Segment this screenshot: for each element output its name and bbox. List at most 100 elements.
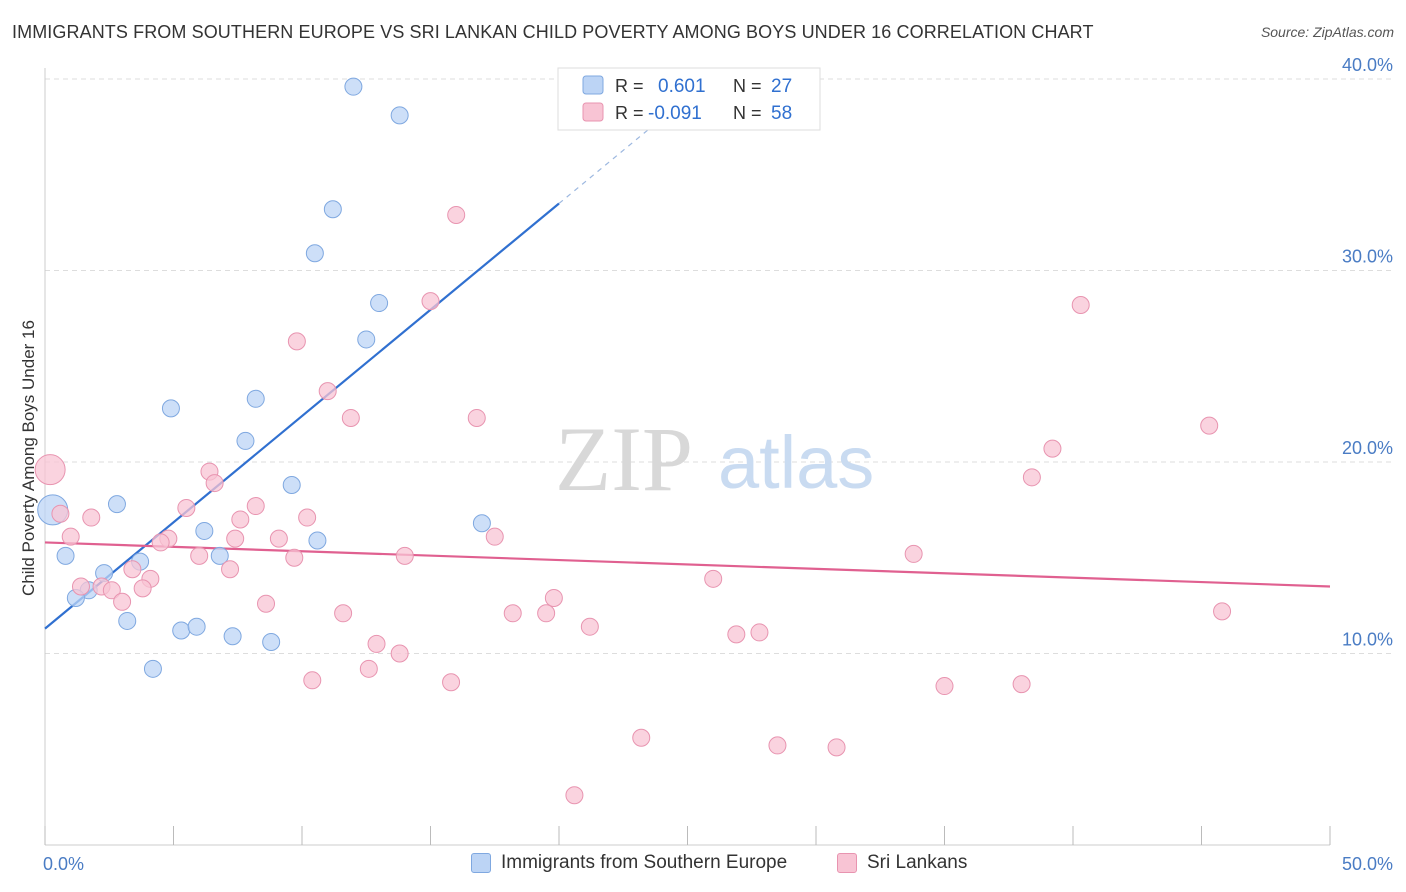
point-southern-europe bbox=[323, 200, 342, 219]
legend-label-southern-europe: Immigrants from Southern Europe bbox=[501, 852, 788, 873]
stats-legend: R = 0.601 N = 27 R = -0.091 N = 58 bbox=[557, 67, 821, 131]
point-sri-lankans bbox=[1022, 468, 1041, 487]
stats-r-value-pink: -0.091 bbox=[648, 103, 702, 124]
point-sri-lankans bbox=[421, 292, 440, 311]
point-sri-lankans bbox=[231, 510, 250, 529]
point-sri-lankans bbox=[442, 673, 461, 692]
point-southern-europe bbox=[195, 521, 214, 540]
point-sri-lankans bbox=[71, 577, 90, 596]
point-southern-europe bbox=[187, 617, 206, 636]
point-sri-lankans bbox=[287, 332, 306, 351]
point-sri-lankans bbox=[303, 671, 322, 690]
stats-r-label-pink: R = bbox=[615, 103, 644, 123]
point-sri-lankans bbox=[768, 736, 787, 755]
point-sri-lankans bbox=[341, 408, 360, 427]
point-southern-europe bbox=[56, 546, 75, 565]
point-southern-europe bbox=[390, 106, 409, 125]
watermark-zip: ZIP bbox=[555, 408, 693, 510]
point-sri-lankans bbox=[177, 498, 196, 517]
point-sri-lankans bbox=[298, 508, 317, 527]
legend-item-sri-lankans: Sri Lankans bbox=[837, 852, 967, 874]
trend-line-southern-europe bbox=[44, 202, 560, 630]
point-sri-lankans bbox=[318, 382, 337, 401]
point-sri-lankans bbox=[226, 529, 245, 548]
point-sri-lankans bbox=[750, 623, 769, 642]
point-sri-lankans bbox=[485, 527, 504, 546]
point-southern-europe bbox=[143, 659, 162, 678]
point-sri-lankans bbox=[632, 728, 651, 747]
y-tick-label: 30.0% bbox=[1342, 247, 1393, 267]
point-southern-europe bbox=[308, 531, 327, 550]
point-southern-europe bbox=[118, 611, 137, 630]
point-southern-europe bbox=[262, 633, 281, 652]
y-tick-label: 10.0% bbox=[1342, 630, 1393, 650]
point-sri-lankans bbox=[1043, 439, 1062, 458]
trend-lines bbox=[44, 107, 1331, 630]
point-sri-lankans bbox=[205, 474, 224, 493]
chart-title: IMMIGRANTS FROM SOUTHERN EUROPE VS SRI L… bbox=[12, 22, 1094, 42]
point-sri-lankans bbox=[190, 546, 209, 565]
x-tick-label-max: 50.0% bbox=[1342, 854, 1393, 874]
point-sri-lankans bbox=[1200, 416, 1219, 435]
stats-n-label-blue: N = bbox=[733, 76, 762, 96]
watermark-atlas: atlas bbox=[718, 421, 874, 504]
legend-item-southern-europe: Immigrants from Southern Europe bbox=[471, 852, 787, 874]
point-sri-lankans bbox=[61, 527, 80, 546]
point-sri-lankans bbox=[1213, 602, 1232, 621]
data-points bbox=[34, 77, 1232, 805]
point-sri-lankans bbox=[113, 592, 132, 611]
point-southern-europe bbox=[344, 77, 363, 96]
legend-label-sri-lankans: Sri Lankans bbox=[867, 852, 968, 873]
point-sri-lankans bbox=[827, 738, 846, 757]
point-sri-lankans bbox=[537, 604, 556, 623]
legend-swatch-blue bbox=[471, 853, 491, 873]
point-southern-europe bbox=[210, 546, 229, 565]
point-sri-lankans bbox=[395, 546, 414, 565]
point-sri-lankans bbox=[447, 205, 466, 224]
point-southern-europe bbox=[282, 475, 301, 494]
stats-n-value-blue: 27 bbox=[771, 76, 792, 97]
y-tick-label: 40.0% bbox=[1342, 55, 1393, 75]
point-sri-lankans bbox=[367, 634, 386, 653]
point-sri-lankans bbox=[565, 786, 584, 805]
stats-swatch-pink bbox=[582, 102, 604, 122]
point-sri-lankans bbox=[727, 625, 746, 644]
point-sri-lankans bbox=[123, 560, 142, 579]
point-sri-lankans bbox=[102, 581, 121, 600]
point-southern-europe bbox=[370, 294, 389, 313]
point-sri-lankans bbox=[133, 579, 152, 598]
point-southern-europe bbox=[472, 514, 491, 533]
point-sri-lankans bbox=[51, 504, 70, 523]
point-sri-lankans bbox=[34, 454, 66, 486]
point-sri-lankans bbox=[390, 644, 409, 663]
point-sri-lankans bbox=[334, 604, 353, 623]
stats-r-value-blue: 0.601 bbox=[658, 76, 706, 97]
point-sri-lankans bbox=[257, 594, 276, 613]
point-sri-lankans bbox=[1071, 295, 1090, 314]
point-sri-lankans bbox=[359, 659, 378, 678]
tick-labels: 10.0% 20.0% 30.0% 40.0% 0.0% 50.0% bbox=[43, 55, 1393, 874]
point-southern-europe bbox=[357, 330, 376, 349]
point-sri-lankans bbox=[1012, 675, 1031, 694]
point-sri-lankans bbox=[151, 533, 170, 552]
watermark: ZIP atlas bbox=[555, 408, 874, 510]
point-sri-lankans bbox=[246, 497, 265, 516]
point-southern-europe bbox=[161, 399, 180, 418]
point-sri-lankans bbox=[580, 617, 599, 636]
point-sri-lankans bbox=[904, 544, 923, 563]
point-southern-europe bbox=[246, 389, 265, 408]
y-tick-label: 20.0% bbox=[1342, 438, 1393, 458]
source-label: Source: ZipAtlas.com bbox=[1260, 24, 1394, 40]
point-sri-lankans bbox=[221, 560, 240, 579]
point-southern-europe bbox=[236, 431, 255, 450]
point-sri-lankans bbox=[704, 569, 723, 588]
point-southern-europe bbox=[305, 244, 324, 263]
stats-n-label-pink: N = bbox=[733, 103, 762, 123]
point-sri-lankans bbox=[544, 588, 563, 607]
point-sri-lankans bbox=[82, 508, 101, 527]
point-sri-lankans bbox=[503, 604, 522, 623]
point-southern-europe bbox=[223, 627, 242, 646]
stats-swatch-blue bbox=[582, 75, 604, 95]
point-southern-europe bbox=[107, 495, 126, 514]
